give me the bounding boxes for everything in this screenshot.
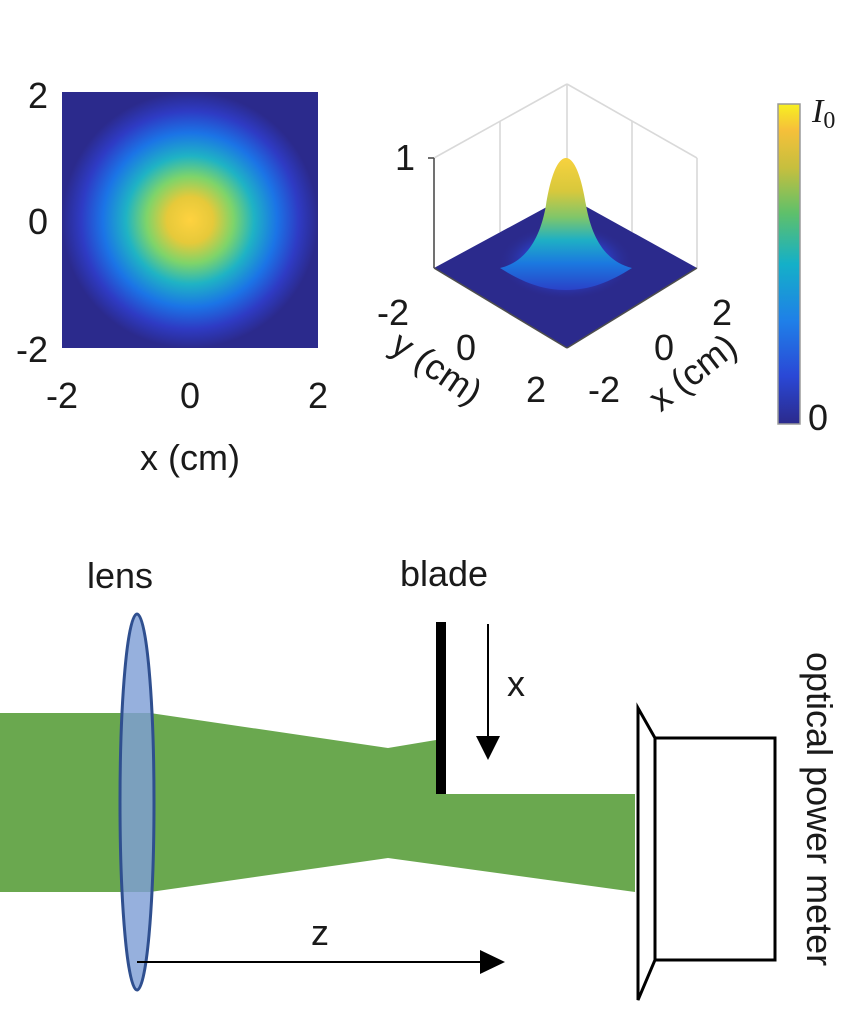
heatmap-xtick-right: 2 <box>308 375 328 416</box>
setup-diagram: lens blade x z optical power meter <box>0 553 840 1001</box>
colorbar: I0 0 <box>777 93 835 438</box>
lens <box>118 612 156 992</box>
surface-box-grid <box>433 83 698 268</box>
surface-xtick-b: 0 <box>654 327 674 368</box>
colorbar-gradient <box>777 103 801 425</box>
surface-xtick-c: 2 <box>712 292 732 333</box>
heatmap-panel: 2 0 -2 -2 0 2 x (cm) <box>16 75 328 478</box>
colorbar-max-label: I0 <box>811 93 835 134</box>
z-axis-arrowhead <box>480 950 505 974</box>
surface-ztick: 1 <box>395 137 415 178</box>
power-meter-body <box>653 736 777 962</box>
heatmap-ytick-bottom: -2 <box>16 329 48 370</box>
surface-ytick-c: 2 <box>526 369 546 410</box>
blade-motion-arrowhead <box>476 736 500 760</box>
blade <box>436 622 446 794</box>
surface-xtick-a: -2 <box>588 369 620 410</box>
z-axis-label: z <box>311 912 329 953</box>
blade-motion-label: x <box>507 663 525 704</box>
surface-ytick-b: 0 <box>456 327 476 368</box>
heatmap-beam-spot <box>62 92 318 348</box>
heatmap-xtick-left: -2 <box>46 375 78 416</box>
power-meter <box>636 702 777 1001</box>
surface-panel: 1 -2 0 2 -2 0 2 y (cm) x (cm) <box>377 83 744 419</box>
power-meter-label: optical power meter <box>799 652 840 966</box>
colorbar-min-label: 0 <box>808 397 828 438</box>
power-meter-aperture <box>636 702 657 1001</box>
lens-label: lens <box>87 555 153 596</box>
heatmap-xtick-mid: 0 <box>180 375 200 416</box>
heatmap-ytick-top: 2 <box>28 75 48 116</box>
heatmap-ytick-mid: 0 <box>28 201 48 242</box>
laser-beam <box>0 713 635 892</box>
heatmap-xlabel: x (cm) <box>140 437 240 478</box>
surface-ytick-a: -2 <box>377 292 409 333</box>
surface-gaussian-peak <box>500 158 632 290</box>
blade-label: blade <box>400 553 488 594</box>
